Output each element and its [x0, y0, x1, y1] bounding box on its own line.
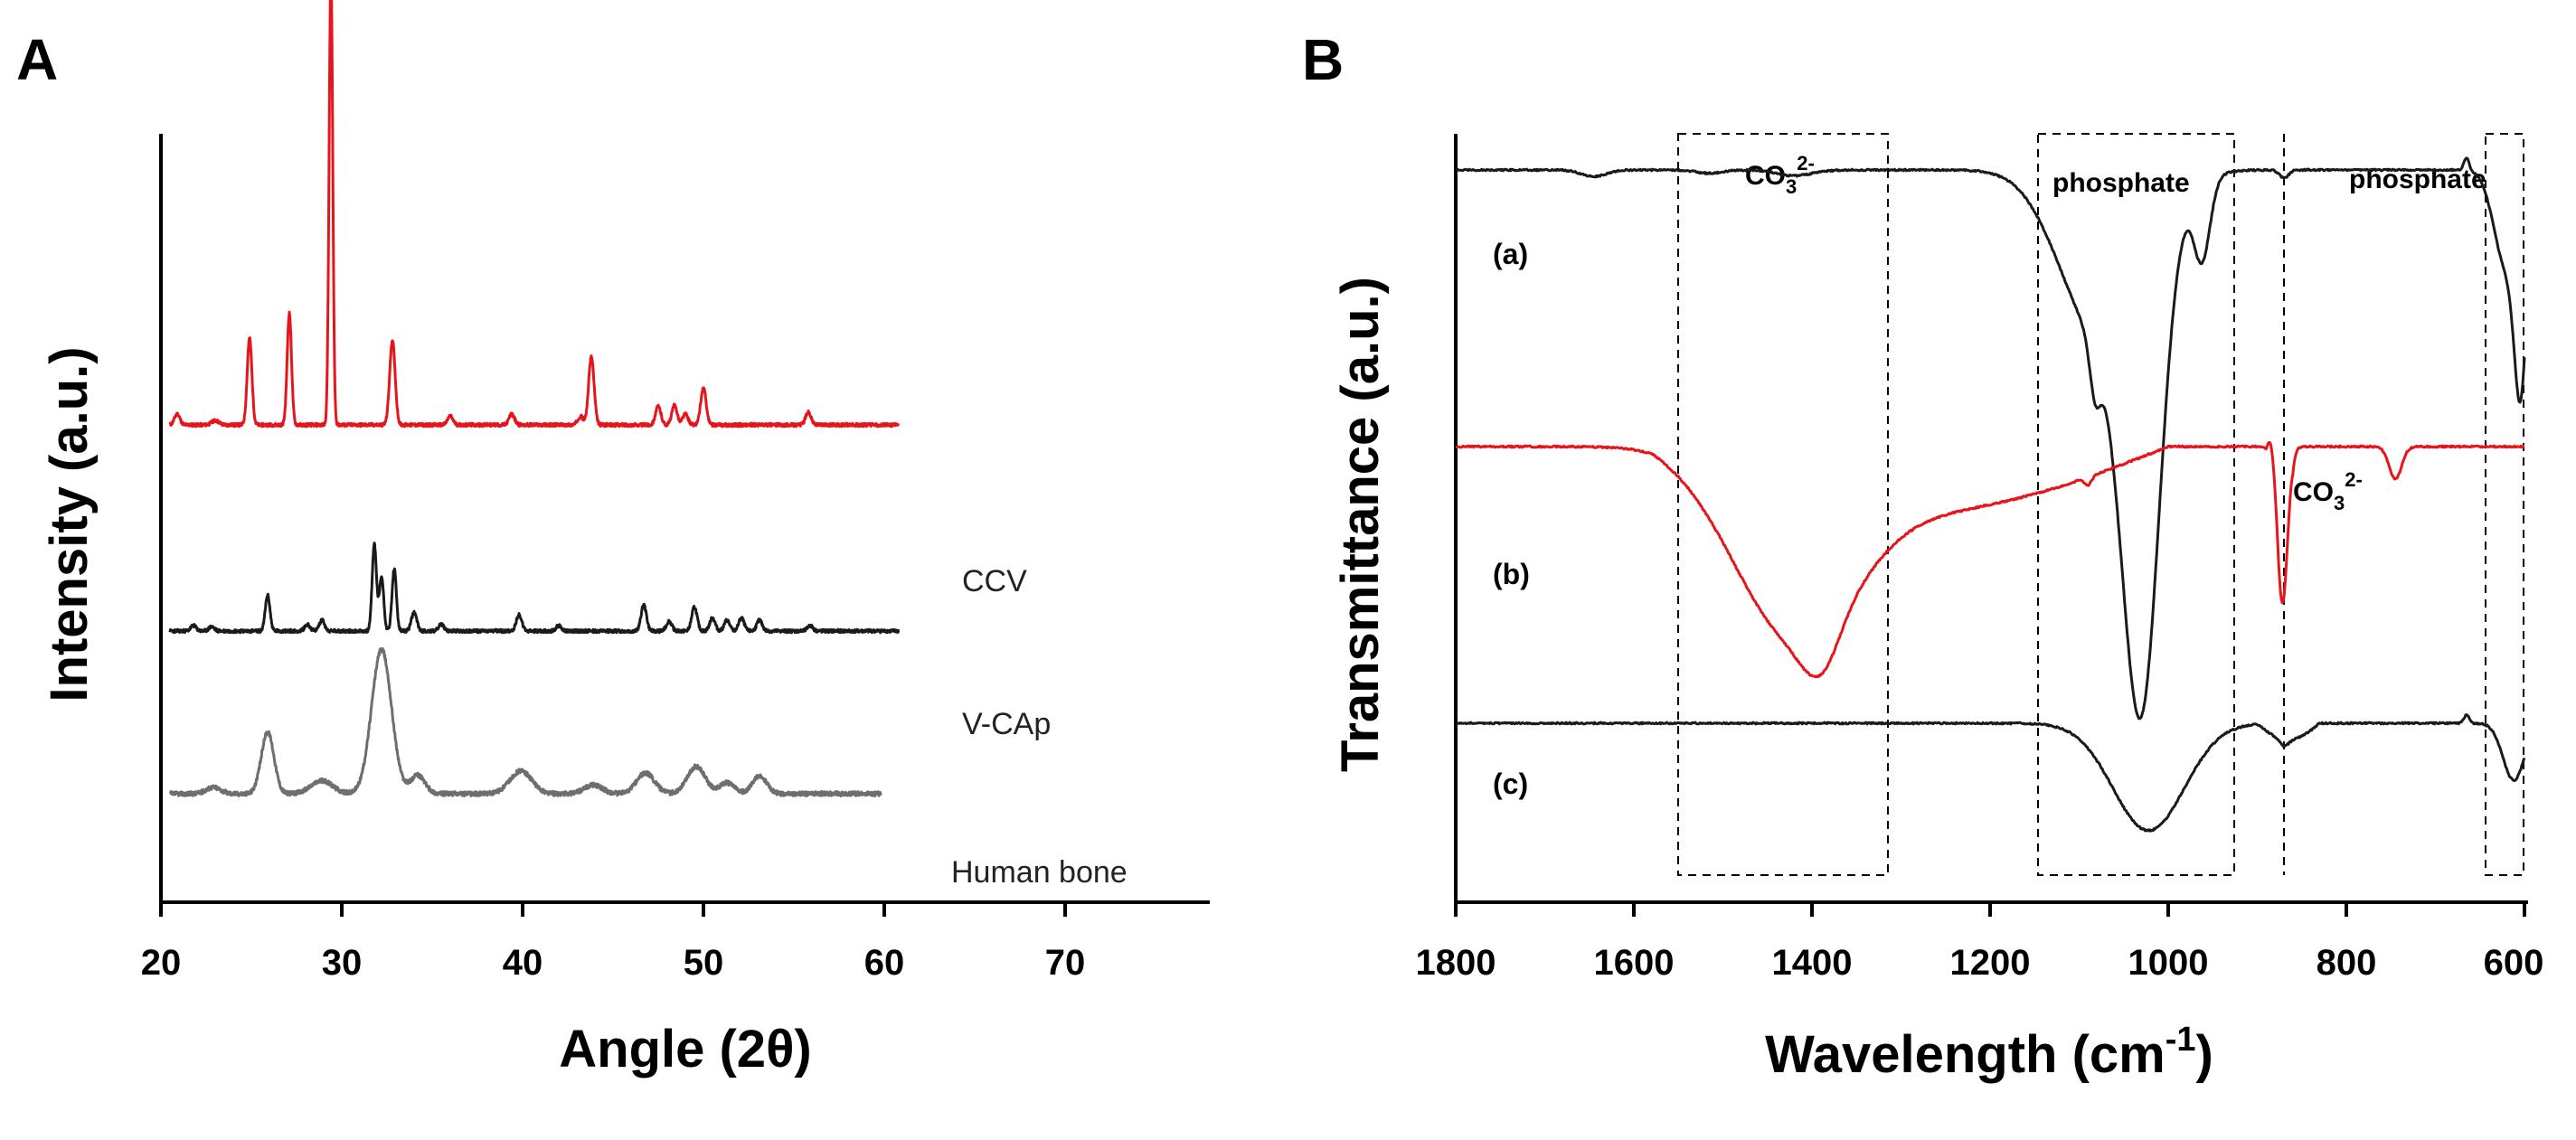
- b-y-axis-title: Transmittance (a.u.): [1331, 277, 1390, 772]
- series-label-ccv: CCV: [962, 564, 1027, 598]
- co3-label-top: CO32-: [1745, 152, 1815, 198]
- series-line-c: [1455, 713, 2526, 833]
- a-x-tick-label-30: 30: [322, 943, 363, 983]
- series-label-v-cap: V-CAp: [962, 707, 1051, 741]
- panel-a-letter: A: [16, 27, 58, 92]
- co3-label-top-superscript: 2-: [1797, 152, 1815, 174]
- series-line-b: [1455, 440, 2525, 679]
- a-x-tick-label-40: 40: [503, 943, 543, 983]
- co3-label-mid: CO32-: [2293, 468, 2363, 514]
- a-x-tick-label-50: 50: [684, 943, 724, 983]
- b-x-tick-label-1600: 1600: [1594, 943, 1675, 983]
- b-x-axis-title-main: Wavelength (cm: [1765, 1025, 2166, 1084]
- series-label-human-bone: Human bone: [951, 855, 1128, 890]
- series-line-a: [1455, 156, 2526, 721]
- series-line-human-bone: [168, 647, 882, 797]
- curve-label-b: (b): [1493, 558, 1530, 590]
- b-x-axis-title-end: ): [2196, 1025, 2213, 1084]
- co3-region-box: [1677, 133, 1889, 876]
- a-x-tick-labels: 20 30 40 50 60 70: [141, 943, 1086, 983]
- a-x-tick-label-20: 20: [141, 943, 182, 983]
- co3-label-top-main: CO: [1745, 161, 1786, 191]
- b-x-tick-label-1200: 1200: [1950, 943, 2031, 983]
- a-y-axis-title: Intensity (a.u.): [40, 346, 99, 702]
- phosphate-region-box-1: [2037, 133, 2235, 876]
- b-x-tick-label-1400: 1400: [1772, 943, 1853, 983]
- series-line-v-cap: [168, 542, 901, 635]
- b-x-tick-label-800: 800: [2317, 943, 2377, 983]
- a-x-tick-label-70: 70: [1045, 943, 1086, 983]
- phosphate-region-box-2: [2485, 133, 2524, 876]
- co3-label-mid-superscript: 2-: [2345, 468, 2363, 491]
- b-x-axis-title-superscript: -1: [2166, 1021, 2196, 1059]
- curve-label-a: (a): [1493, 238, 1528, 270]
- panel-a: A Intensity (a.u.) 20 30 40 50 60 70 Ang…: [16, 0, 1210, 1079]
- a-x-axis-title: Angle (2θ): [559, 1020, 811, 1079]
- series-line-ccv: [168, 0, 901, 429]
- b-x-tick-label-600: 600: [2484, 943, 2544, 983]
- a-x-ticks: [159, 902, 1067, 917]
- b-x-axis-title: Wavelength (cm-1): [1765, 1021, 2213, 1084]
- phosphate-label-1: phosphate: [2052, 168, 2190, 198]
- curve-label-c: (c): [1493, 768, 1528, 800]
- b-x-ticks: [1454, 902, 2526, 917]
- b-x-tick-label-1800: 1800: [1416, 943, 1496, 983]
- a-x-tick-label-60: 60: [864, 943, 905, 983]
- b-x-tick-label-1000: 1000: [2128, 943, 2209, 983]
- panel-b-letter: B: [1302, 27, 1344, 92]
- co3-label-top-subscript: 3: [1786, 175, 1797, 198]
- b-x-tick-labels: 1800 1600 1400 1200 1000 800 600: [1416, 943, 2544, 983]
- co3-label-mid-subscript: 3: [2334, 492, 2345, 514]
- panel-b: B Transmittance (a.u.) 1800 1600 1400 12…: [1302, 27, 2543, 1084]
- co3-label-mid-main: CO: [2293, 477, 2334, 507]
